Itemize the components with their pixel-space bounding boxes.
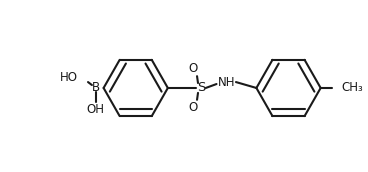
Text: S: S <box>197 82 205 94</box>
Text: B: B <box>92 82 100 94</box>
Text: O: O <box>188 62 198 75</box>
Text: O: O <box>188 101 198 114</box>
Text: OH: OH <box>87 103 105 116</box>
Text: HO: HO <box>60 71 78 84</box>
Text: CH₃: CH₃ <box>341 82 363 94</box>
Text: NH: NH <box>217 76 235 89</box>
